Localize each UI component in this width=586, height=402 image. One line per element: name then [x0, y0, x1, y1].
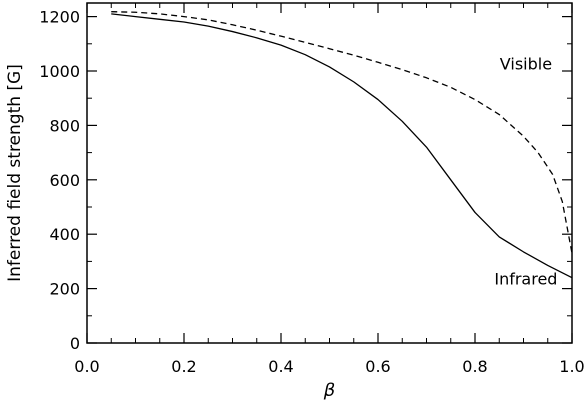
y-tick-label: 1200	[39, 8, 80, 27]
x-tick-label: 0.2	[171, 357, 196, 376]
x-tick-label: 0.8	[462, 357, 487, 376]
x-tick-label: 0.0	[74, 357, 99, 376]
x-axis-label: β	[323, 380, 336, 401]
x-tick-label: 0.4	[268, 357, 293, 376]
y-tick-label: 800	[49, 116, 80, 135]
x-tick-label: 1.0	[559, 357, 584, 376]
y-tick-label: 400	[49, 225, 80, 244]
y-tick-label: 1000	[39, 62, 80, 81]
y-tick-label: 200	[49, 280, 80, 299]
x-tick-label: 0.6	[365, 357, 390, 376]
y-tick-label: 600	[49, 171, 80, 190]
y-tick-label: 0	[70, 334, 80, 353]
annotation-visible: Visible	[500, 55, 552, 74]
series-line-visible	[111, 11, 573, 254]
annotation-infrared: Infrared	[494, 270, 557, 289]
y-axis-label: Inferred field strength [G]	[5, 64, 25, 282]
series-line-infrared	[111, 13, 573, 279]
